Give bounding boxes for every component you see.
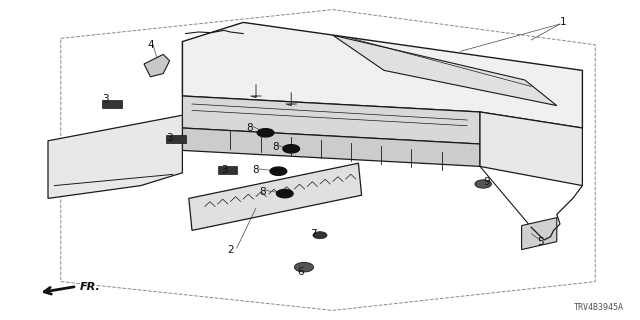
Text: 3: 3 — [221, 164, 227, 175]
Polygon shape — [189, 163, 362, 230]
Polygon shape — [182, 22, 582, 128]
Polygon shape — [115, 138, 131, 147]
Text: 8: 8 — [246, 123, 253, 133]
Text: TRV4B3945A: TRV4B3945A — [574, 303, 624, 312]
Polygon shape — [182, 96, 480, 144]
Text: 3: 3 — [166, 132, 173, 143]
Text: 1: 1 — [560, 17, 566, 28]
Text: 8: 8 — [259, 187, 266, 197]
Text: 5: 5 — [538, 236, 544, 247]
Text: FR.: FR. — [80, 282, 100, 292]
Polygon shape — [333, 35, 557, 106]
Text: 9: 9 — [483, 177, 490, 188]
Polygon shape — [48, 115, 182, 198]
Circle shape — [475, 180, 492, 188]
Polygon shape — [102, 100, 122, 108]
Text: 2: 2 — [227, 244, 234, 255]
Polygon shape — [522, 218, 557, 250]
Circle shape — [294, 262, 314, 272]
Circle shape — [313, 232, 327, 239]
Circle shape — [270, 167, 287, 175]
Text: 8: 8 — [272, 142, 278, 152]
Text: 7: 7 — [310, 228, 317, 239]
Circle shape — [283, 145, 300, 153]
Polygon shape — [54, 144, 70, 154]
Polygon shape — [147, 162, 163, 171]
Polygon shape — [83, 141, 99, 150]
Polygon shape — [144, 54, 170, 77]
Text: 8: 8 — [253, 164, 259, 175]
Polygon shape — [218, 166, 237, 174]
Text: 6: 6 — [298, 267, 304, 277]
Polygon shape — [166, 135, 186, 143]
Circle shape — [276, 189, 293, 198]
Text: 3: 3 — [102, 94, 109, 104]
Polygon shape — [480, 112, 582, 186]
Text: 4: 4 — [147, 40, 154, 50]
Polygon shape — [182, 128, 480, 166]
Circle shape — [257, 129, 274, 137]
